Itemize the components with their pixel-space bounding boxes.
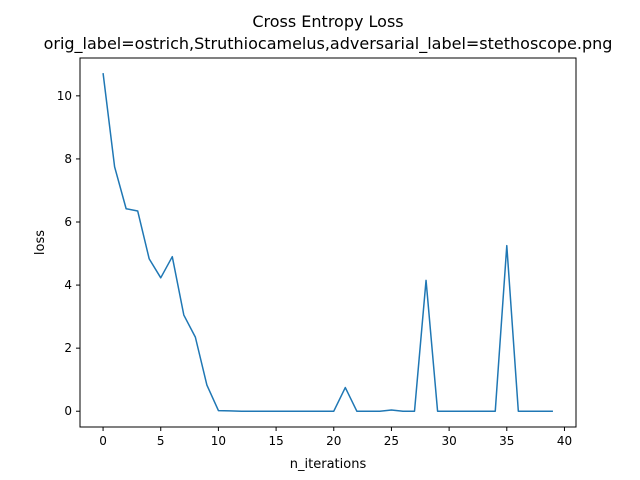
x-ticks: 0 5 10 15 20 25 30 35 40	[99, 427, 572, 448]
chart-title: Cross Entropy Loss	[252, 12, 403, 31]
y-tick-label: 8	[64, 152, 72, 166]
x-tick-label: 40	[557, 434, 572, 448]
x-tick-label: 15	[268, 434, 283, 448]
y-ticks: 0 2 4 6 8 10	[57, 89, 80, 418]
x-axis-label: n_iterations	[290, 457, 367, 472]
y-tick-label: 0	[64, 404, 72, 418]
x-tick-label: 10	[211, 434, 226, 448]
series-line	[102, 73, 553, 412]
x-tick-label: 35	[499, 434, 514, 448]
y-tick-label: 10	[57, 89, 72, 103]
plot-frame	[79, 57, 577, 428]
y-tick-label: 2	[64, 341, 72, 355]
plot-series	[102, 73, 553, 412]
x-tick-label: 20	[326, 434, 341, 448]
y-tick-label: 6	[64, 215, 72, 229]
x-tick-label: 30	[441, 434, 456, 448]
x-tick-label: 0	[99, 434, 107, 448]
x-tick-label: 5	[157, 434, 165, 448]
y-axis-label: loss	[33, 230, 48, 255]
x-tick-label: 25	[384, 434, 399, 448]
chart-subtitle: orig_label=ostrich,Struthiocamelus,adver…	[44, 34, 613, 54]
y-tick-label: 4	[64, 278, 72, 292]
